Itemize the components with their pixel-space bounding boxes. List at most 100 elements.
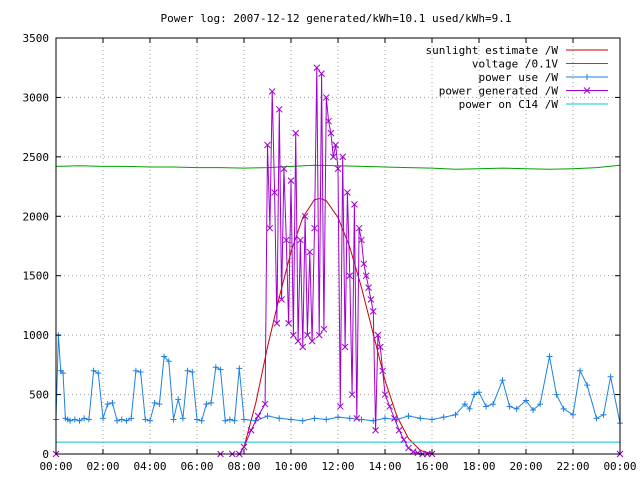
data-point-plus bbox=[109, 399, 116, 406]
legend-label: voltage /0.1V bbox=[472, 58, 558, 71]
data-point-x bbox=[289, 331, 297, 339]
x-tick-label: 22:00 bbox=[556, 460, 589, 473]
data-point-plus bbox=[584, 382, 591, 389]
data-point-plus bbox=[222, 417, 229, 424]
data-point-plus bbox=[358, 416, 365, 423]
data-point-plus bbox=[81, 415, 88, 422]
data-point-plus bbox=[523, 397, 529, 404]
data-point-plus bbox=[241, 416, 247, 423]
data-point-x bbox=[329, 153, 337, 161]
y-tick-label: 0 bbox=[42, 448, 49, 461]
data-point-plus bbox=[607, 373, 614, 380]
x-tick-label: 00:00 bbox=[39, 460, 72, 473]
data-point-x bbox=[275, 105, 283, 113]
data-point-plus bbox=[151, 399, 158, 406]
y-tick-label: 2000 bbox=[23, 210, 50, 223]
data-point-plus bbox=[513, 405, 520, 412]
data-point-x bbox=[318, 70, 325, 78]
data-point-plus bbox=[90, 367, 97, 374]
data-point-x bbox=[287, 177, 295, 184]
data-point-plus bbox=[577, 367, 584, 374]
series-layer bbox=[52, 64, 624, 458]
grid bbox=[56, 38, 620, 454]
data-point-x bbox=[247, 426, 255, 434]
data-point-x bbox=[381, 391, 389, 398]
data-point-x bbox=[266, 224, 274, 232]
data-point-plus bbox=[165, 358, 172, 365]
data-point-x bbox=[285, 319, 293, 327]
data-point-x bbox=[372, 426, 379, 434]
data-point-x bbox=[299, 343, 307, 351]
data-point-plus bbox=[600, 411, 607, 418]
data-point-plus bbox=[60, 370, 67, 377]
data-point-plus bbox=[208, 399, 215, 406]
data-point-plus bbox=[323, 416, 330, 423]
legend-label: power generated /W bbox=[439, 85, 559, 98]
data-point-x bbox=[313, 64, 321, 72]
data-point-x bbox=[264, 141, 271, 149]
data-point-plus bbox=[128, 415, 135, 422]
series-line bbox=[56, 67, 620, 455]
data-point-plus bbox=[417, 415, 424, 422]
legend-entry: power generated /W bbox=[439, 85, 608, 98]
data-point-plus bbox=[335, 414, 341, 421]
data-point-plus bbox=[95, 370, 102, 377]
data-point-x bbox=[322, 94, 330, 101]
data-point-plus bbox=[76, 417, 83, 424]
data-point-plus bbox=[123, 417, 130, 424]
x-tick-label: 00:00 bbox=[603, 460, 636, 473]
data-point-x bbox=[292, 129, 300, 137]
data-point-x bbox=[327, 129, 335, 137]
data-point-plus bbox=[161, 353, 168, 360]
legend-label: power use /W bbox=[479, 71, 559, 84]
x-tick-label: 14:00 bbox=[368, 460, 401, 473]
data-point-plus bbox=[184, 367, 191, 374]
data-point-plus bbox=[490, 401, 497, 408]
data-point-x bbox=[353, 414, 361, 422]
data-point-plus bbox=[471, 391, 478, 398]
data-point-x bbox=[273, 319, 281, 327]
data-point-plus bbox=[175, 396, 182, 403]
data-point-plus bbox=[118, 416, 125, 423]
data-point-plus bbox=[212, 364, 219, 371]
data-point-x bbox=[315, 331, 323, 339]
data-point-plus bbox=[537, 401, 544, 408]
legend-entry: sunlight estimate /W bbox=[426, 44, 608, 57]
x-tick-label: 12:00 bbox=[321, 460, 354, 473]
data-point-x bbox=[351, 201, 358, 208]
data-point-plus bbox=[499, 377, 506, 384]
data-point-x bbox=[325, 117, 332, 125]
data-point-x bbox=[344, 189, 351, 196]
data-point-plus bbox=[231, 417, 238, 424]
legend-entry: power on C14 /W bbox=[459, 98, 608, 111]
data-point-x bbox=[332, 141, 340, 149]
data-point-plus bbox=[584, 74, 590, 80]
data-point-plus bbox=[452, 411, 459, 418]
data-point-x bbox=[348, 391, 356, 398]
data-point-plus bbox=[67, 417, 74, 424]
legend-label: sunlight estimate /W bbox=[426, 44, 559, 57]
data-point-plus bbox=[593, 415, 600, 422]
x-tick-label: 20:00 bbox=[509, 460, 542, 473]
data-point-plus bbox=[346, 415, 353, 422]
data-point-plus bbox=[530, 407, 537, 414]
data-point-plus bbox=[429, 416, 435, 423]
data-point-x bbox=[405, 444, 412, 452]
data-point-x bbox=[334, 165, 342, 173]
data-point-x bbox=[369, 308, 377, 315]
legend-entry: power use /W bbox=[479, 71, 608, 84]
data-point-x bbox=[301, 212, 309, 220]
y-tick-label: 3000 bbox=[23, 91, 50, 104]
data-point-plus bbox=[466, 405, 473, 412]
data-point-plus bbox=[461, 401, 468, 408]
data-point-plus bbox=[194, 416, 200, 423]
x-tick-label: 10:00 bbox=[274, 460, 307, 473]
series-2 bbox=[53, 332, 623, 427]
data-point-plus bbox=[100, 415, 106, 422]
data-point-plus bbox=[236, 365, 243, 372]
data-point-plus bbox=[570, 411, 576, 418]
data-point-plus bbox=[553, 391, 560, 398]
data-point-plus bbox=[189, 368, 196, 375]
data-point-x bbox=[355, 224, 363, 232]
